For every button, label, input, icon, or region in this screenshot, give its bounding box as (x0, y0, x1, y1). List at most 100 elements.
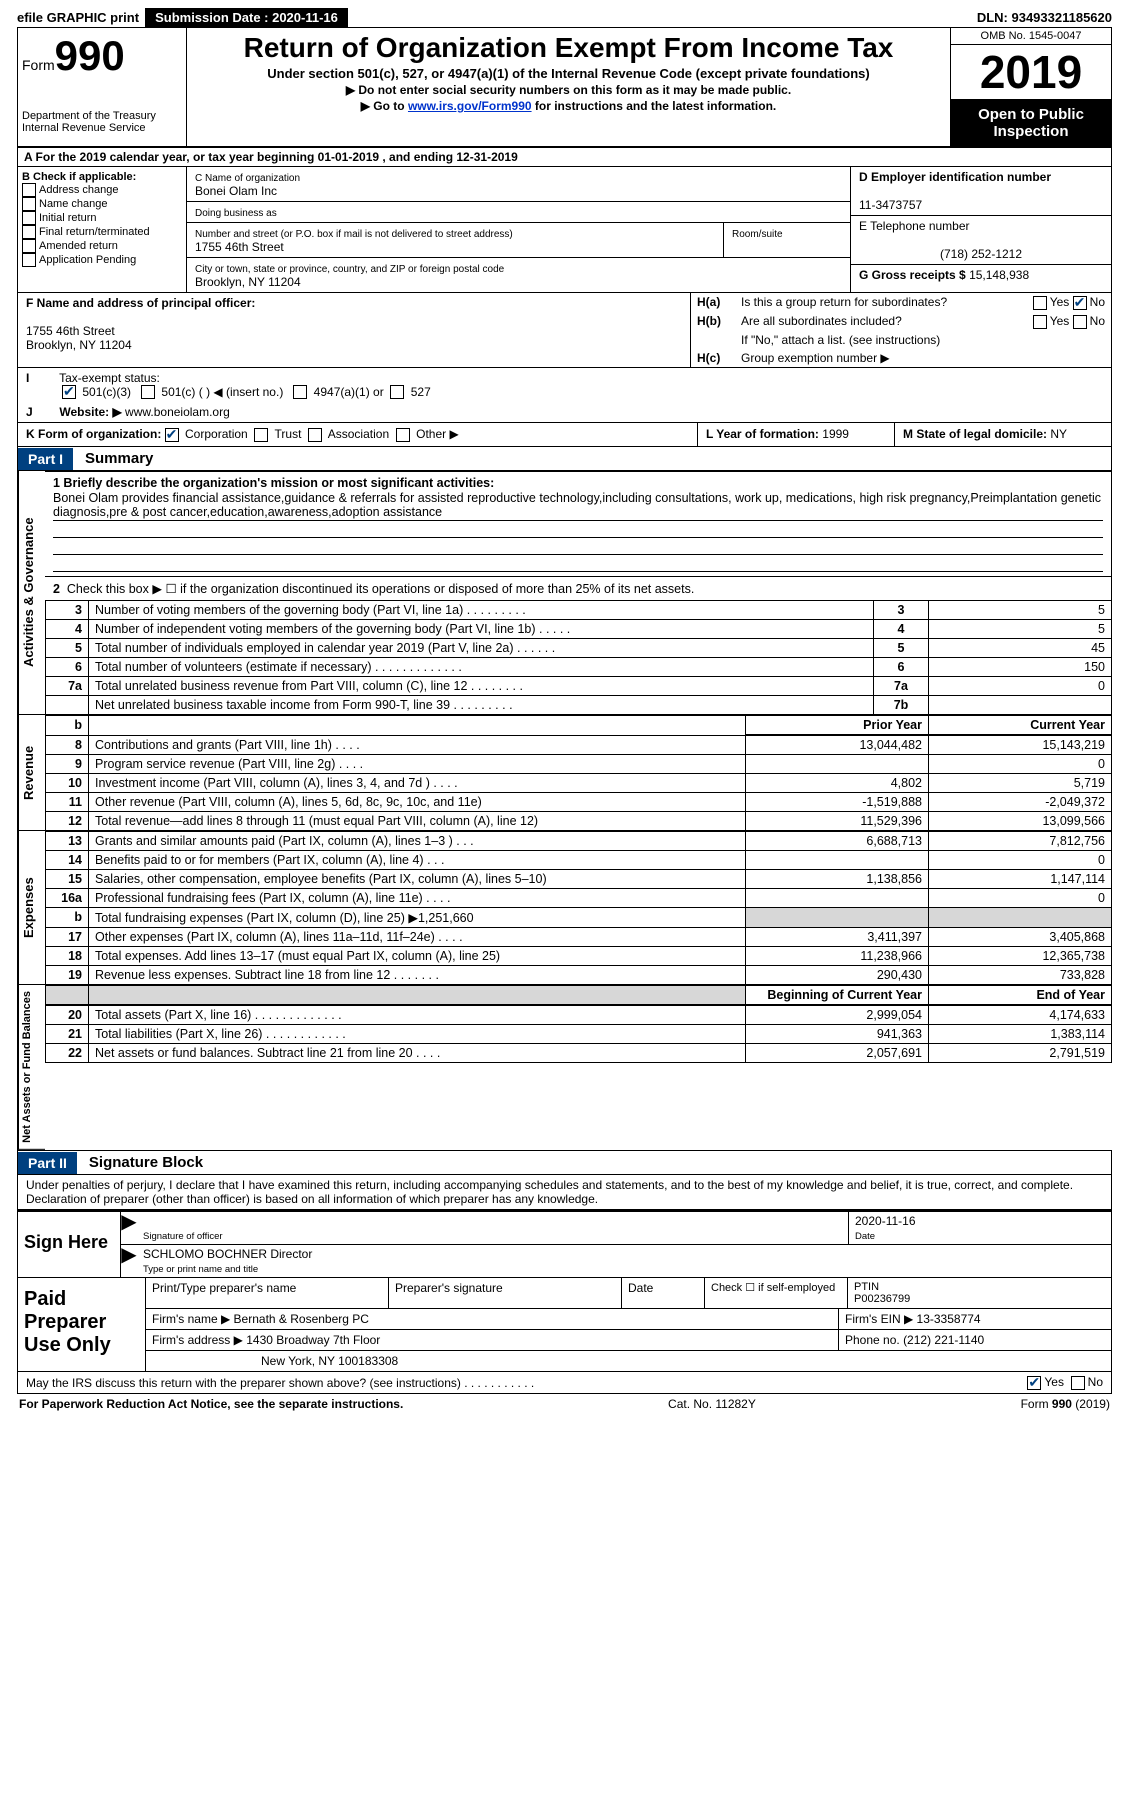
final-return-checkbox[interactable] (22, 225, 36, 239)
prior-year-header: Prior Year (746, 716, 929, 735)
footer-mid: Cat. No. 11282Y (668, 1397, 756, 1411)
f-addr2: Brooklyn, NY 11204 (26, 338, 132, 352)
table-row: Net unrelated business taxable income fr… (46, 696, 1112, 715)
prep-row-1: Print/Type preparer's name Preparer's si… (146, 1278, 1111, 1309)
table-row: 15Salaries, other compensation, employee… (46, 870, 1112, 889)
efile-label: efile GRAPHIC print (17, 10, 139, 25)
f-h-block: F Name and address of principal officer:… (17, 293, 1112, 368)
527-label: 527 (411, 385, 431, 399)
org-name-cell: C Name of organization Bonei Olam Inc (187, 167, 850, 202)
b-opt-3: Final return/terminated (39, 226, 150, 238)
discuss-yes: Yes (1044, 1375, 1064, 1389)
part-i-badge: Part I (18, 448, 73, 470)
e-label: E Telephone number (859, 219, 970, 233)
h-b-row: H(b) Are all subordinates included? Yes … (691, 312, 1111, 331)
firm-label: Firm's name ▶ (152, 1312, 230, 1326)
sign-date: 2020-11-16 (855, 1214, 916, 1228)
501c3-checkbox[interactable] (62, 385, 76, 399)
line2-text: Check this box ▶ ☐ if the organization d… (67, 582, 694, 596)
ptin-value: P00236799 (854, 1293, 910, 1305)
firm-addr-label: Firm's address ▶ (152, 1333, 243, 1347)
h-c-row: H(c)Group exemption number ▶ (691, 349, 1111, 367)
expenses-section: Expenses 13Grants and similar amounts pa… (17, 831, 1112, 985)
a-text: A For the 2019 calendar year, or tax yea… (24, 150, 518, 164)
part-i-title: Summary (73, 447, 165, 470)
hb-yes-checkbox[interactable] (1033, 315, 1047, 329)
other-checkbox[interactable] (396, 428, 410, 442)
discuss-no-checkbox[interactable] (1071, 1376, 1085, 1390)
ha-yes-checkbox[interactable] (1033, 296, 1047, 310)
open-to-public: Open to Public Inspection (951, 100, 1111, 146)
irs-link[interactable]: www.irs.gov/Form990 (408, 99, 532, 113)
ha-no-checkbox[interactable] (1073, 296, 1087, 310)
amended-return-checkbox[interactable] (22, 239, 36, 253)
instructions-line: ▶ Go to www.irs.gov/Form990 for instruct… (195, 99, 942, 113)
prep-date-label: Date (622, 1278, 705, 1308)
signature-field[interactable]: Signature of officer (137, 1212, 848, 1244)
527-checkbox[interactable] (390, 385, 404, 399)
gov-table: 3Number of voting members of the governi… (45, 600, 1112, 715)
b-opt-4: Amended return (39, 240, 118, 252)
assoc-checkbox[interactable] (308, 428, 322, 442)
dba-label: Doing business as (195, 208, 277, 219)
table-row: 11Other revenue (Part VIII, column (A), … (46, 793, 1112, 812)
current-year-header: Current Year (929, 716, 1112, 735)
line2-block: 2 Check this box ▶ ☐ if the organization… (45, 577, 1112, 600)
h-b-note-row: If "No," attach a list. (see instruction… (691, 331, 1111, 349)
m-cell: M State of legal domicile: NY (895, 423, 1111, 446)
rev-tab: Revenue (18, 715, 45, 831)
na-header-table: Beginning of Current Year End of Year (45, 985, 1112, 1005)
col-d-ein: D Employer identification number 11-3473… (850, 167, 1111, 292)
k-other: Other ▶ (416, 427, 459, 441)
website-value: www.boneiolam.org (125, 405, 230, 419)
discuss-row: May the IRS discuss this return with the… (17, 1372, 1112, 1394)
rev-table: 8Contributions and grants (Part VIII, li… (45, 735, 1112, 831)
4947-checkbox[interactable] (293, 385, 307, 399)
corp-checkbox[interactable] (165, 428, 179, 442)
table-row: 14Benefits paid to or for members (Part … (46, 851, 1112, 870)
f-label: F Name and address of principal officer: (26, 296, 255, 310)
trust-checkbox[interactable] (254, 428, 268, 442)
form-header: Form990 Department of the Treasury Inter… (17, 27, 1112, 148)
g-label: G Gross receipts $ (859, 268, 966, 282)
city-value: Brooklyn, NY 11204 (195, 275, 301, 289)
table-row: 8Contributions and grants (Part VIII, li… (46, 736, 1112, 755)
app-pending-checkbox[interactable] (22, 253, 36, 267)
dba-cell: Doing business as (187, 202, 850, 223)
k-assoc: Association (328, 427, 389, 441)
firm-name: Bernath & Rosenberg PC (234, 1312, 369, 1326)
hb-note: If "No," attach a list. (see instruction… (741, 333, 1105, 347)
b-opt-5: Application Pending (39, 254, 136, 266)
col-b-checkboxes: B Check if applicable: Address change Na… (18, 167, 187, 292)
gov-tab: Activities & Governance (18, 471, 45, 715)
paid-preparer-label: Paid Preparer Use Only (18, 1278, 146, 1371)
preparer-area: Print/Type preparer's name Preparer's si… (146, 1278, 1111, 1371)
mission-label: 1 Briefly describe the organization's mi… (53, 476, 494, 490)
hb-no-checkbox[interactable] (1073, 315, 1087, 329)
form-number: Form990 (22, 32, 182, 80)
k-corp: Corporation (185, 427, 248, 441)
m-value: NY (1050, 427, 1067, 441)
part-i-header: Part I Summary (17, 447, 1112, 471)
header-left: Form990 Department of the Treasury Inter… (18, 28, 187, 146)
501c-checkbox[interactable] (141, 385, 155, 399)
l-cell: L Year of formation: 1999 (698, 423, 895, 446)
org-name: Bonei Olam Inc (195, 184, 277, 198)
gross-receipts-cell: G Gross receipts $ 15,148,938 (851, 265, 1111, 285)
phone-value: (718) 252-1212 (859, 247, 1103, 261)
exp-tab: Expenses (18, 831, 45, 985)
part-ii-badge: Part II (18, 1152, 77, 1174)
prep-sig-label: Preparer's signature (389, 1278, 622, 1308)
submission-date-button[interactable]: Submission Date : 2020-11-16 (145, 8, 348, 27)
discuss-yes-checkbox[interactable] (1027, 1376, 1041, 1390)
addr-change-checkbox[interactable] (22, 183, 36, 197)
initial-return-checkbox[interactable] (22, 211, 36, 225)
omb-number: OMB No. 1545-0047 (951, 28, 1111, 45)
entity-block: B Check if applicable: Address change Na… (17, 167, 1112, 293)
officer-name: SCHLOMO BOCHNER Director (143, 1247, 312, 1261)
net-assets-section: Net Assets or Fund Balances Beginning of… (17, 985, 1112, 1150)
b-opt-1: Name change (39, 198, 108, 210)
header-mid: Return of Organization Exempt From Incom… (187, 28, 950, 146)
name-change-checkbox[interactable] (22, 197, 36, 211)
self-employed-check[interactable]: Check ☐ if self-employed (711, 1282, 835, 1294)
